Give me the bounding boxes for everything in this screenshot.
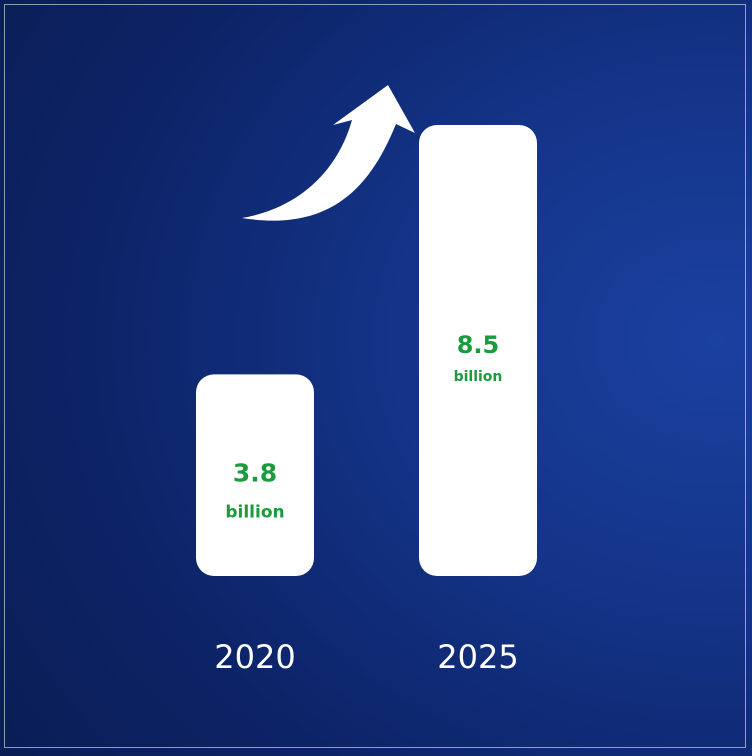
data-label-value-2020: 3.8 (233, 458, 277, 487)
bar-2020 (196, 374, 314, 576)
bars-group: 3.8 billion 2020 8.5 billion 2025 (196, 125, 537, 676)
x-tick-label-2020: 2020 (214, 638, 295, 676)
growth-arrow-icon (242, 85, 415, 221)
data-label-unit-2025: billion (454, 369, 503, 385)
bar-2025 (419, 125, 537, 576)
x-tick-label-2025: 2025 (437, 638, 518, 676)
chart-frame (4, 4, 746, 748)
data-label-unit-2020: billion (225, 502, 284, 522)
data-label-value-2025: 8.5 (457, 331, 500, 359)
